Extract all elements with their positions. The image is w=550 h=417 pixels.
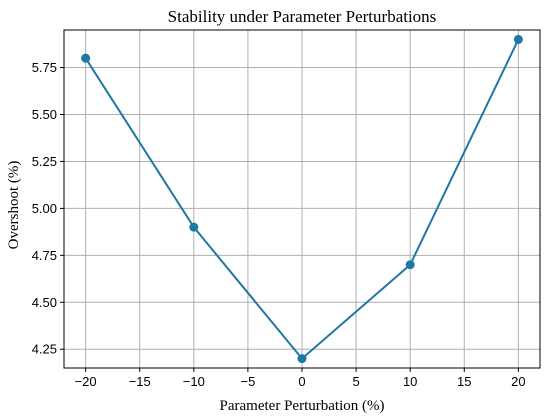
grid <box>64 30 540 368</box>
x-tick-label: 15 <box>457 374 471 389</box>
data-point <box>189 222 199 232</box>
y-tick-label: 4.50 <box>32 295 57 310</box>
x-tick-label: 10 <box>403 374 417 389</box>
data-point <box>81 53 91 63</box>
y-tick-label: 5.25 <box>32 154 57 169</box>
x-tick-label: −5 <box>240 374 255 389</box>
x-tick-label: −15 <box>129 374 151 389</box>
y-tick-label: 5.50 <box>32 107 57 122</box>
y-tick-label: 4.25 <box>32 342 57 357</box>
chart-title: Stability under Parameter Perturbations <box>168 7 437 26</box>
x-tick-label: 5 <box>352 374 359 389</box>
data-point <box>513 34 523 44</box>
y-tick-label: 5.00 <box>32 201 57 216</box>
y-tick-label: 4.75 <box>32 248 57 263</box>
data-point <box>297 354 307 364</box>
x-axis-ticks: −20 −15 −10 −5 0 5 10 15 20 <box>75 368 526 389</box>
x-tick-label: −20 <box>75 374 97 389</box>
x-tick-label: 0 <box>298 374 305 389</box>
x-tick-label: 20 <box>511 374 525 389</box>
data-points <box>81 34 523 364</box>
x-tick-label: −10 <box>183 374 205 389</box>
y-axis-label: Overshoot (%) <box>6 161 22 250</box>
y-tick-label: 5.75 <box>32 60 57 75</box>
x-axis-label: Parameter Perturbation (%) <box>220 398 385 414</box>
data-point <box>405 260 415 270</box>
y-axis-ticks: 4.25 4.50 4.75 5.00 5.25 5.50 5.75 <box>32 60 64 357</box>
